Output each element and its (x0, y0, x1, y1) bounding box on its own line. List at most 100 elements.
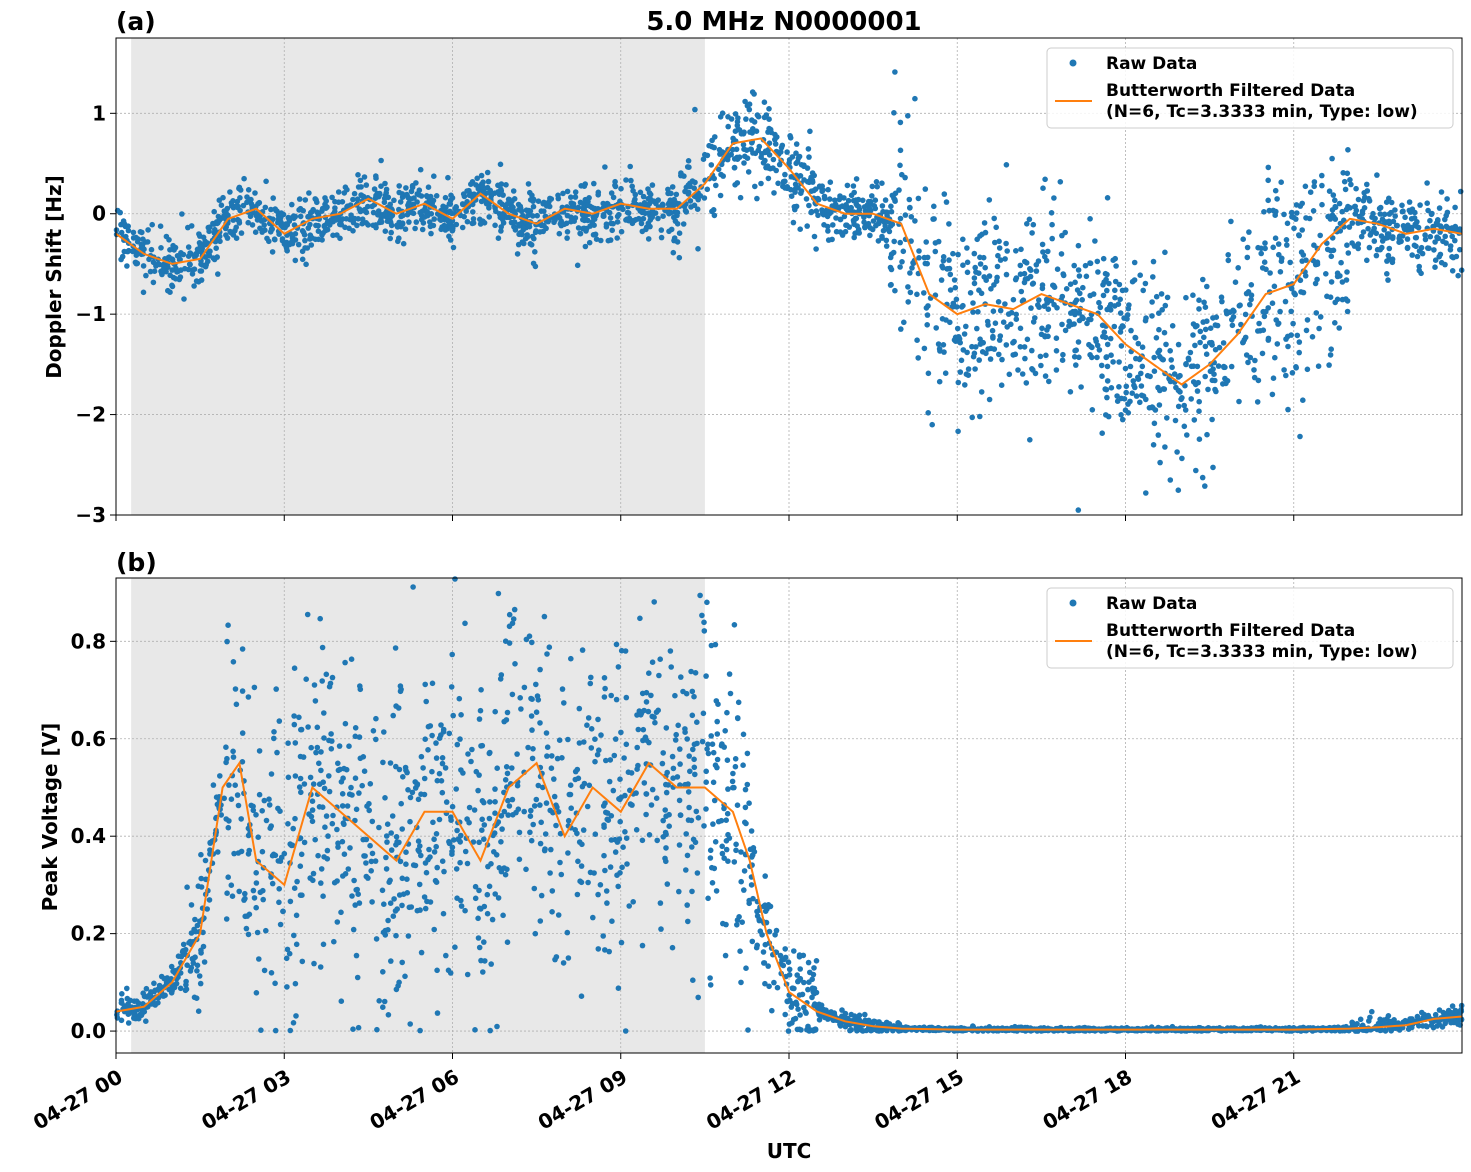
raw-data-point (1422, 232, 1428, 238)
raw-data-point (1029, 230, 1035, 236)
raw-data-point (615, 883, 621, 890)
raw-data-point (608, 220, 614, 227)
raw-data-point (925, 370, 932, 377)
raw-data-point (1185, 355, 1192, 362)
raw-data-point (1327, 352, 1334, 358)
raw-data-point (1075, 267, 1082, 273)
raw-data-point (503, 205, 509, 211)
raw-data-point (202, 238, 208, 245)
raw-data-point (608, 837, 615, 843)
raw-data-point (1053, 367, 1060, 373)
raw-data-point (541, 847, 548, 854)
raw-data-point (1317, 232, 1323, 239)
raw-data-point (1104, 341, 1111, 348)
raw-data-point (566, 791, 573, 798)
raw-data-point (388, 847, 395, 853)
raw-data-point (284, 984, 290, 990)
raw-data-point (196, 973, 203, 979)
raw-data-point (318, 866, 325, 872)
raw-data-point (247, 213, 254, 220)
raw-data-point (786, 972, 793, 978)
raw-data-point (977, 233, 983, 239)
raw-data-point (983, 277, 989, 284)
raw-data-point (1344, 269, 1350, 275)
raw-data-point (1434, 221, 1440, 228)
raw-data-point (1059, 321, 1065, 328)
raw-data-point (992, 320, 999, 327)
raw-data-point (380, 759, 386, 766)
raw-data-point (1175, 341, 1182, 348)
raw-data-point (669, 944, 676, 951)
raw-data-point (1151, 354, 1157, 361)
raw-data-point (741, 887, 747, 893)
raw-data-point (1033, 268, 1040, 274)
raw-data-point (1018, 246, 1024, 253)
raw-data-point (191, 926, 197, 933)
raw-data-point (889, 192, 896, 199)
raw-data-point (1381, 227, 1387, 233)
raw-data-point (1087, 216, 1093, 222)
raw-data-point (753, 128, 760, 134)
raw-data-point (356, 734, 363, 740)
raw-data-point (540, 228, 546, 235)
raw-data-point (614, 219, 621, 225)
raw-data-point (405, 195, 412, 201)
raw-data-point (335, 189, 342, 195)
raw-data-point (1163, 341, 1169, 348)
raw-data-point (1002, 256, 1008, 262)
raw-data-point (936, 378, 943, 385)
raw-data-point (1104, 378, 1111, 384)
raw-data-point (278, 222, 284, 229)
raw-data-point (681, 173, 687, 179)
raw-data-point (624, 216, 630, 222)
raw-data-point (766, 125, 772, 132)
raw-data-point (357, 683, 363, 689)
raw-data-point (931, 216, 937, 222)
raw-data-point (1042, 333, 1048, 340)
raw-data-point (676, 230, 683, 236)
raw-data-point (621, 755, 627, 761)
raw-data-point (303, 676, 310, 682)
raw-data-point (1296, 339, 1303, 345)
raw-data-point (492, 799, 498, 805)
raw-data-point (586, 782, 593, 789)
raw-data-point (408, 188, 415, 195)
raw-data-point (805, 959, 812, 966)
raw-data-point (530, 196, 537, 203)
raw-data-point (1040, 249, 1046, 255)
raw-data-point (866, 205, 873, 212)
raw-data-point (724, 709, 730, 716)
raw-data-point (363, 836, 370, 843)
raw-data-point (719, 843, 725, 850)
raw-data-point (312, 836, 319, 843)
raw-data-point (1269, 300, 1276, 307)
raw-data-point (827, 179, 834, 185)
raw-data-point (539, 784, 546, 791)
raw-data-point (380, 969, 386, 975)
raw-data-point (1036, 297, 1042, 303)
raw-data-point (1210, 315, 1216, 321)
raw-data-point (963, 323, 969, 330)
raw-data-point (1319, 172, 1325, 179)
raw-data-point (977, 261, 984, 267)
raw-data-point (947, 319, 953, 326)
raw-data-point (532, 930, 539, 937)
raw-data-point (954, 325, 961, 332)
raw-data-point (351, 215, 358, 222)
raw-data-point (788, 174, 795, 180)
raw-data-point (216, 233, 223, 240)
raw-data-point (579, 783, 586, 790)
raw-data-point (381, 729, 387, 735)
raw-data-point (292, 257, 299, 264)
raw-data-point (579, 841, 585, 848)
raw-data-point (687, 768, 693, 775)
raw-data-point (363, 182, 370, 188)
raw-data-point (723, 846, 730, 853)
raw-data-point (198, 851, 204, 858)
raw-data-point (502, 777, 509, 783)
raw-data-point (1236, 398, 1242, 405)
raw-data-point (602, 685, 608, 692)
raw-data-point (677, 812, 684, 818)
raw-data-point (438, 778, 445, 784)
raw-data-point (841, 213, 848, 220)
